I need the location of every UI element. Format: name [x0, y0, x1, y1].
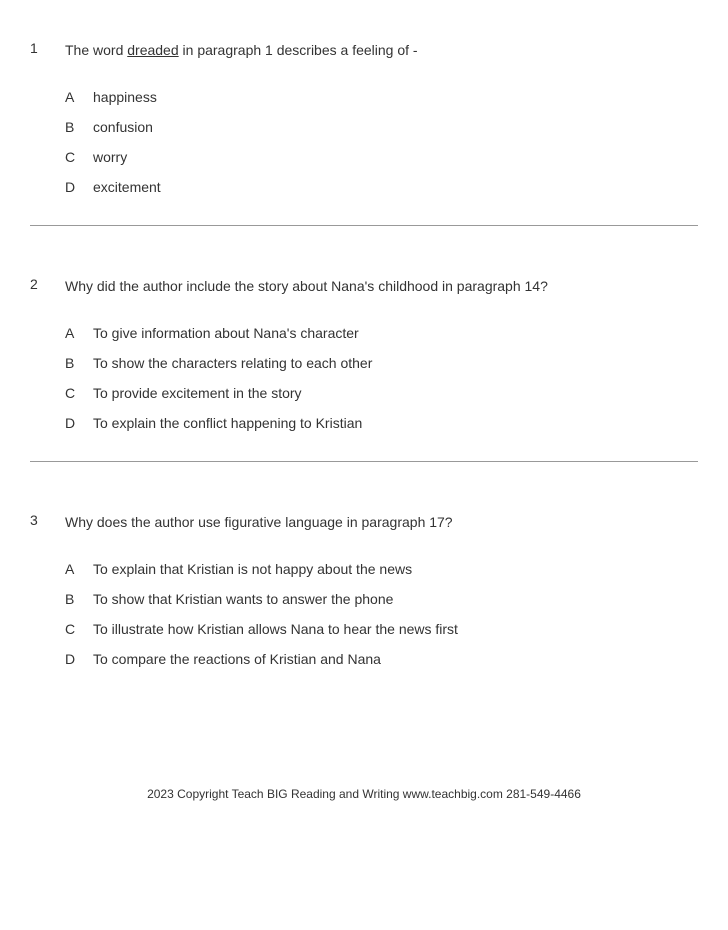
choices-list: A To give information about Nana's chara…	[65, 325, 698, 431]
question-row: 2 Why did the author include the story a…	[30, 276, 698, 297]
choice-row: C To illustrate how Kristian allows Nana…	[65, 621, 698, 637]
choice-row: C worry	[65, 149, 698, 165]
choice-text: To show that Kristian wants to answer th…	[93, 591, 698, 607]
choice-text: To give information about Nana's charact…	[93, 325, 698, 341]
choice-row: A happiness	[65, 89, 698, 105]
choice-letter: D	[65, 415, 93, 431]
stem-pre: Why does the author use figurative langu…	[65, 514, 453, 530]
stem-post: in paragraph 1 describes a feeling of -	[179, 42, 418, 58]
choices-list: A happiness B confusion C worry D excite…	[65, 89, 698, 195]
choice-letter: A	[65, 325, 93, 341]
choice-letter: B	[65, 591, 93, 607]
choice-letter: C	[65, 621, 93, 637]
choice-row: A To give information about Nana's chara…	[65, 325, 698, 341]
choice-text: excitement	[93, 179, 698, 195]
question-block: 2 Why did the author include the story a…	[30, 276, 698, 431]
choice-row: B To show that Kristian wants to answer …	[65, 591, 698, 607]
choice-row: B confusion	[65, 119, 698, 135]
question-row: 1 The word dreaded in paragraph 1 descri…	[30, 40, 698, 61]
choice-letter: D	[65, 179, 93, 195]
choice-letter: B	[65, 119, 93, 135]
choice-letter: C	[65, 149, 93, 165]
divider	[30, 461, 698, 462]
choice-letter: A	[65, 89, 93, 105]
question-stem: Why does the author use figurative langu…	[65, 512, 698, 533]
divider	[30, 225, 698, 226]
question-block: 1 The word dreaded in paragraph 1 descri…	[30, 40, 698, 195]
choice-letter: C	[65, 385, 93, 401]
question-stem: Why did the author include the story abo…	[65, 276, 698, 297]
choice-row: D To compare the reactions of Kristian a…	[65, 651, 698, 667]
stem-pre: Why did the author include the story abo…	[65, 278, 548, 294]
choice-text: To show the characters relating to each …	[93, 355, 698, 371]
question-number: 1	[30, 40, 65, 56]
choice-text: To provide excitement in the story	[93, 385, 698, 401]
choice-row: A To explain that Kristian is not happy …	[65, 561, 698, 577]
question-number: 3	[30, 512, 65, 528]
choice-letter: B	[65, 355, 93, 371]
choice-letter: A	[65, 561, 93, 577]
stem-pre: The word	[65, 42, 127, 58]
choice-row: C To provide excitement in the story	[65, 385, 698, 401]
choice-text: To compare the reactions of Kristian and…	[93, 651, 698, 667]
choice-row: B To show the characters relating to eac…	[65, 355, 698, 371]
choice-text: To explain that Kristian is not happy ab…	[93, 561, 698, 577]
question-row: 3 Why does the author use figurative lan…	[30, 512, 698, 533]
question-stem: The word dreaded in paragraph 1 describe…	[65, 40, 698, 61]
choice-text: confusion	[93, 119, 698, 135]
choice-text: happiness	[93, 89, 698, 105]
choice-text: To illustrate how Kristian allows Nana t…	[93, 621, 698, 637]
footer-copyright: 2023 Copyright Teach BIG Reading and Wri…	[30, 787, 698, 801]
choice-letter: D	[65, 651, 93, 667]
question-number: 2	[30, 276, 65, 292]
choice-row: D excitement	[65, 179, 698, 195]
choice-row: D To explain the conflict happening to K…	[65, 415, 698, 431]
choices-list: A To explain that Kristian is not happy …	[65, 561, 698, 667]
question-block: 3 Why does the author use figurative lan…	[30, 512, 698, 667]
stem-underlined: dreaded	[127, 42, 178, 58]
choice-text: To explain the conflict happening to Kri…	[93, 415, 698, 431]
choice-text: worry	[93, 149, 698, 165]
